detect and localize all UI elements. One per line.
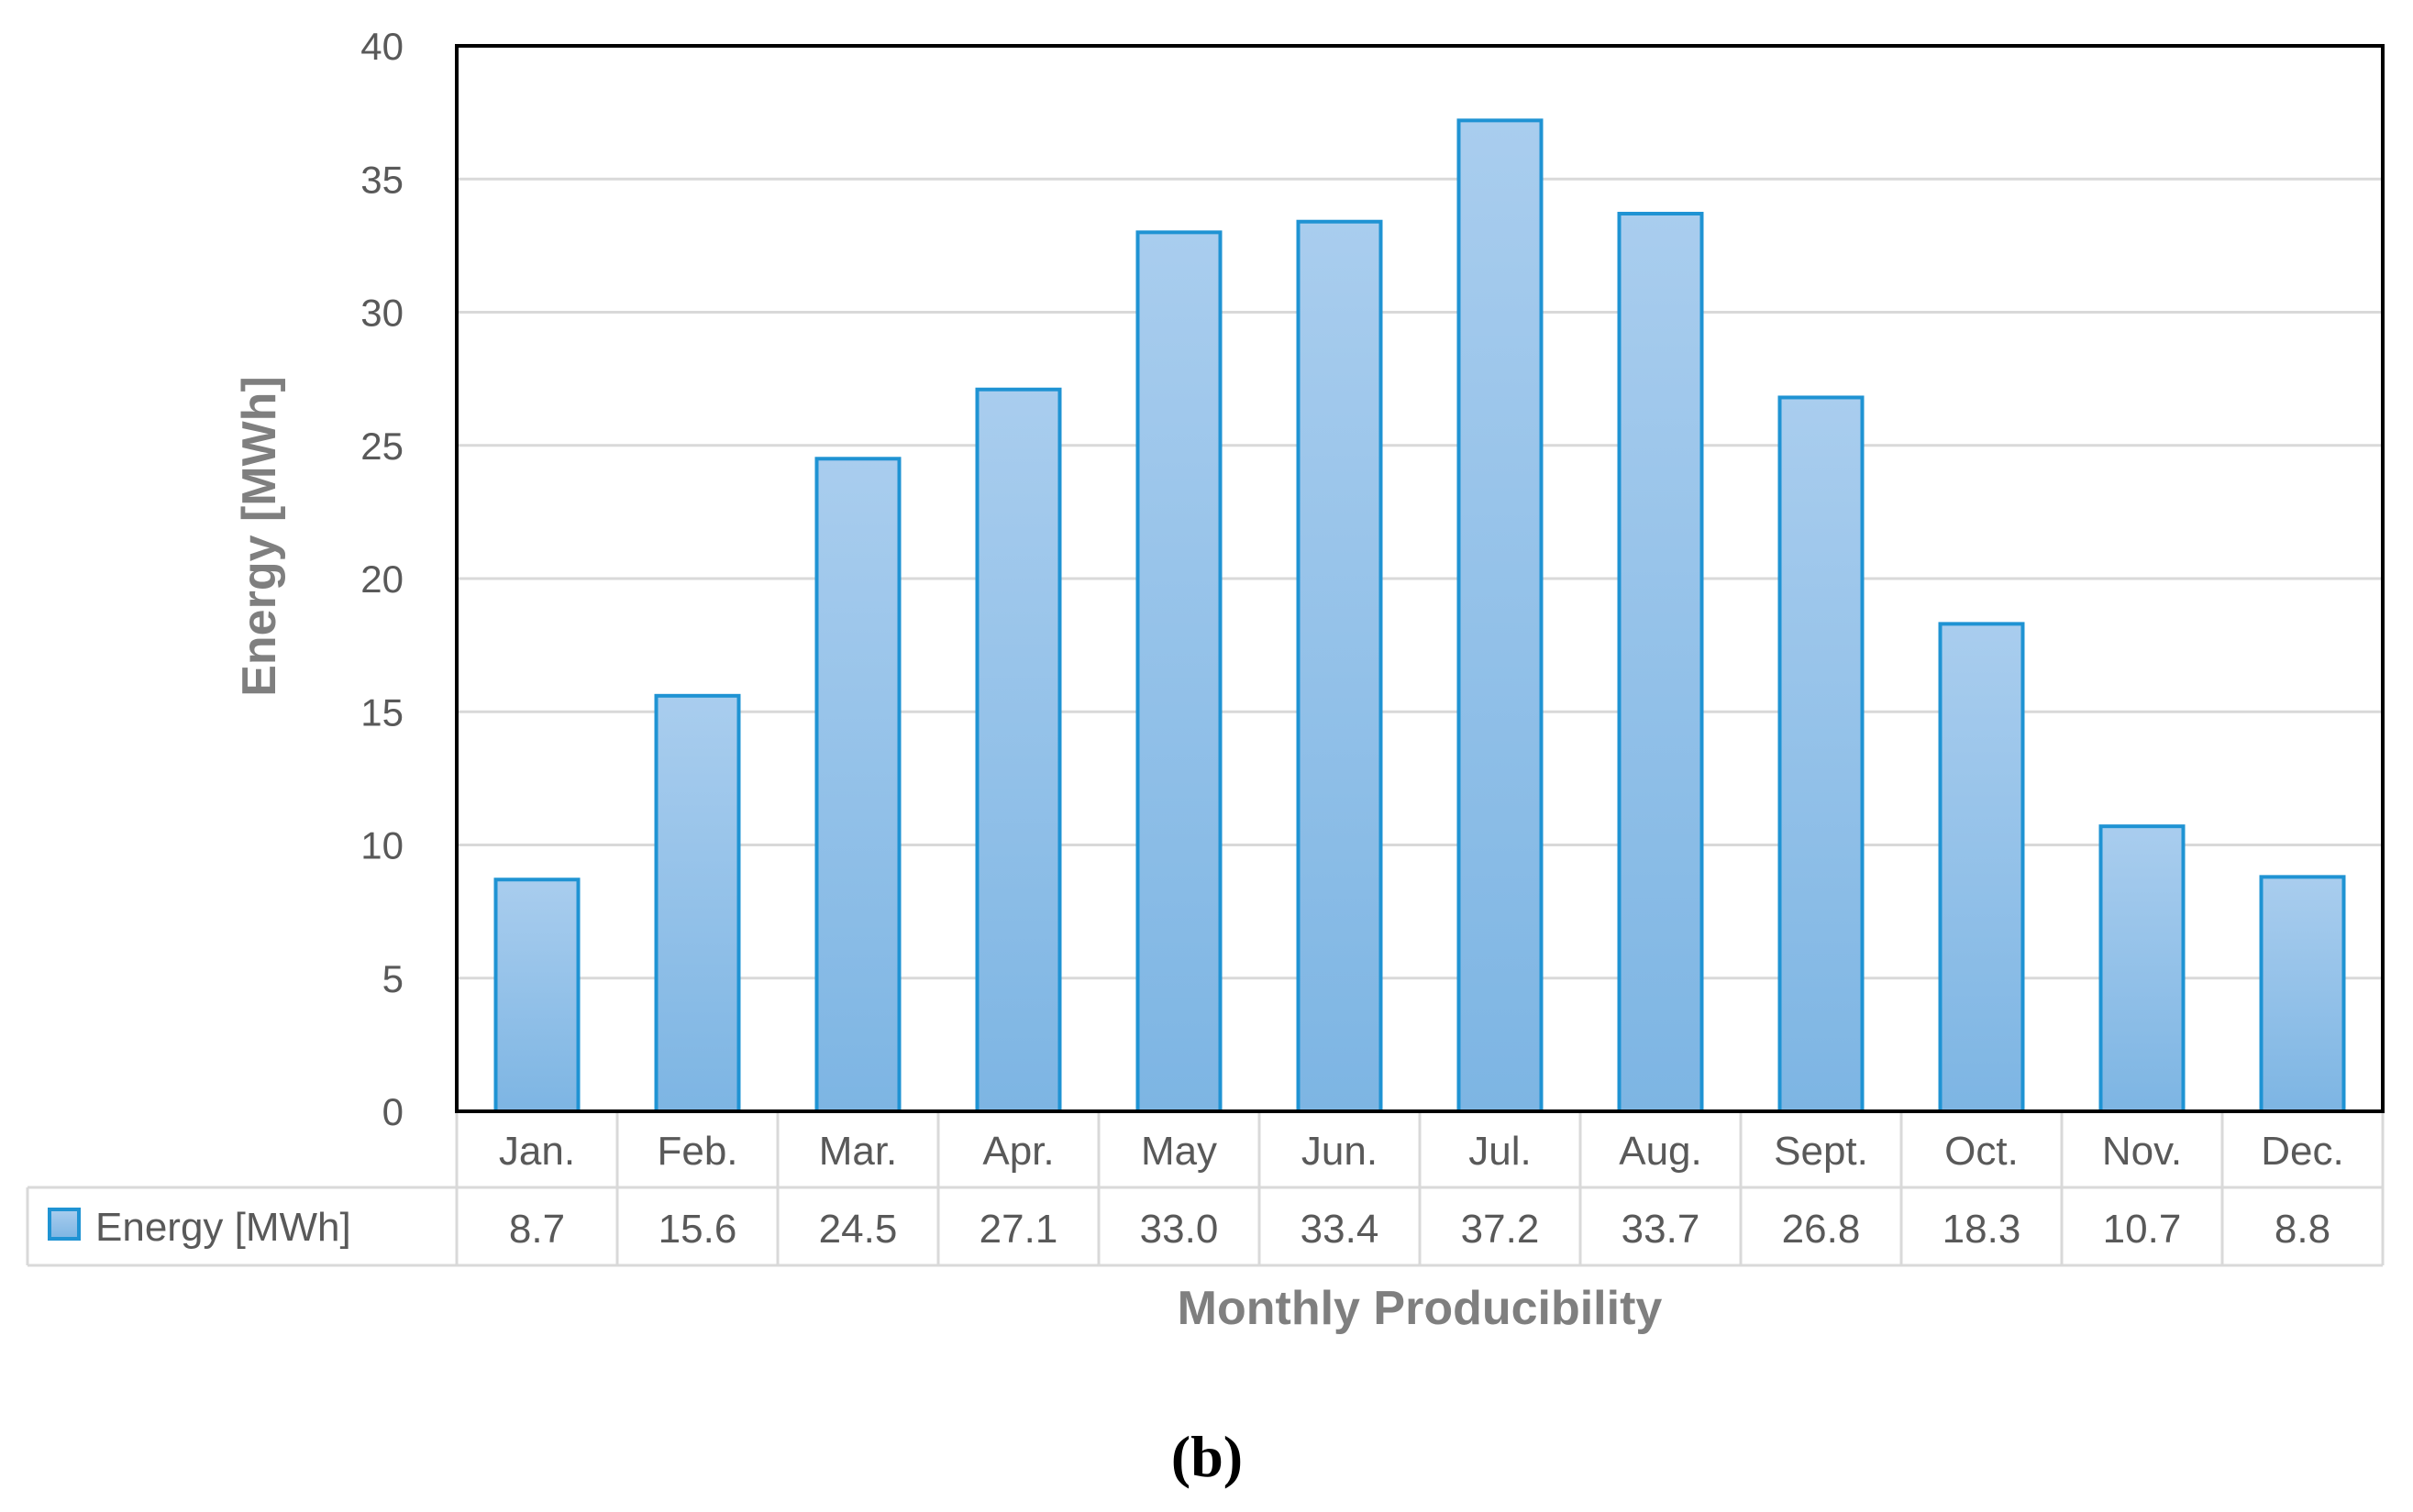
- y-axis-title: Energy [MWh]: [233, 376, 286, 697]
- legend-label: Energy [MWh]: [95, 1205, 351, 1250]
- x-tick-label: May: [1141, 1129, 1217, 1174]
- x-tick-label: Nov.: [2102, 1129, 2182, 1174]
- y-tick-label: 20: [360, 557, 404, 601]
- bar: [814, 457, 902, 1113]
- data-label: 33.4: [1301, 1207, 1379, 1252]
- bar: [975, 387, 1062, 1113]
- y-tick-label: 10: [360, 824, 404, 867]
- bars: [493, 118, 2346, 1114]
- data-label: 37.2: [1461, 1207, 1540, 1252]
- x-tick-label: Oct.: [1944, 1129, 2019, 1174]
- bar: [1938, 622, 2025, 1113]
- data-label: 15.6: [659, 1207, 737, 1252]
- plot-frame: [455, 44, 2385, 1113]
- y-tick-label: 35: [360, 158, 404, 201]
- x-tick-label: Apr.: [982, 1129, 1054, 1174]
- x-axis-title: Monthly Producibility: [1178, 1282, 1663, 1335]
- bar: [1777, 395, 1865, 1113]
- data-label: 24.5: [819, 1207, 898, 1252]
- x-tick-label: Dec.: [2261, 1129, 2343, 1174]
- bar: [654, 693, 741, 1113]
- data-label: 27.1: [980, 1207, 1058, 1252]
- x-tick-label: Jan.: [499, 1129, 575, 1174]
- data-table: Jan. 8.7 Feb. 15.6 Mar. 24.5 Apr. 27.1 May 33.0 Ju…: [26, 1111, 2385, 1267]
- y-tick-label: 30: [360, 292, 404, 335]
- data-label: 18.3: [1943, 1207, 2021, 1252]
- bar: [1456, 118, 1544, 1114]
- data-label: 8.7: [509, 1207, 565, 1252]
- bar: [493, 877, 581, 1114]
- x-tick-label: Sept.: [1774, 1129, 1868, 1174]
- y-tick-labels: 0 5 10 15 20 25 30 35 40: [360, 25, 404, 1133]
- y-tick-label: 40: [360, 25, 404, 68]
- panel-label: (b): [1171, 1424, 1243, 1489]
- x-tick-label: Jun.: [1301, 1129, 1378, 1174]
- y-tick-label: 15: [360, 690, 404, 734]
- legend-swatch: [48, 1208, 81, 1241]
- y-tick-label: 0: [382, 1090, 404, 1133]
- x-tick-label: Aug.: [1619, 1129, 1702, 1174]
- bar: [1617, 212, 1704, 1113]
- x-tick-label: Jul.: [1468, 1129, 1531, 1174]
- y-tick-label: 25: [360, 425, 404, 468]
- data-label: 33.0: [1140, 1207, 1219, 1252]
- x-tick-label: Feb.: [657, 1129, 737, 1174]
- x-tick-label: Mar.: [819, 1129, 898, 1174]
- bar: [1296, 219, 1383, 1114]
- bar: [2098, 824, 2186, 1113]
- data-label: 26.8: [1782, 1207, 1861, 1252]
- y-tick-label: 5: [382, 957, 404, 1000]
- bar: [2259, 875, 2346, 1113]
- data-label: 8.8: [2275, 1207, 2330, 1252]
- data-label: 33.7: [1622, 1207, 1700, 1252]
- gridlines: [457, 177, 2383, 980]
- data-label: 10.7: [2103, 1207, 2182, 1252]
- bar: [1135, 230, 1223, 1114]
